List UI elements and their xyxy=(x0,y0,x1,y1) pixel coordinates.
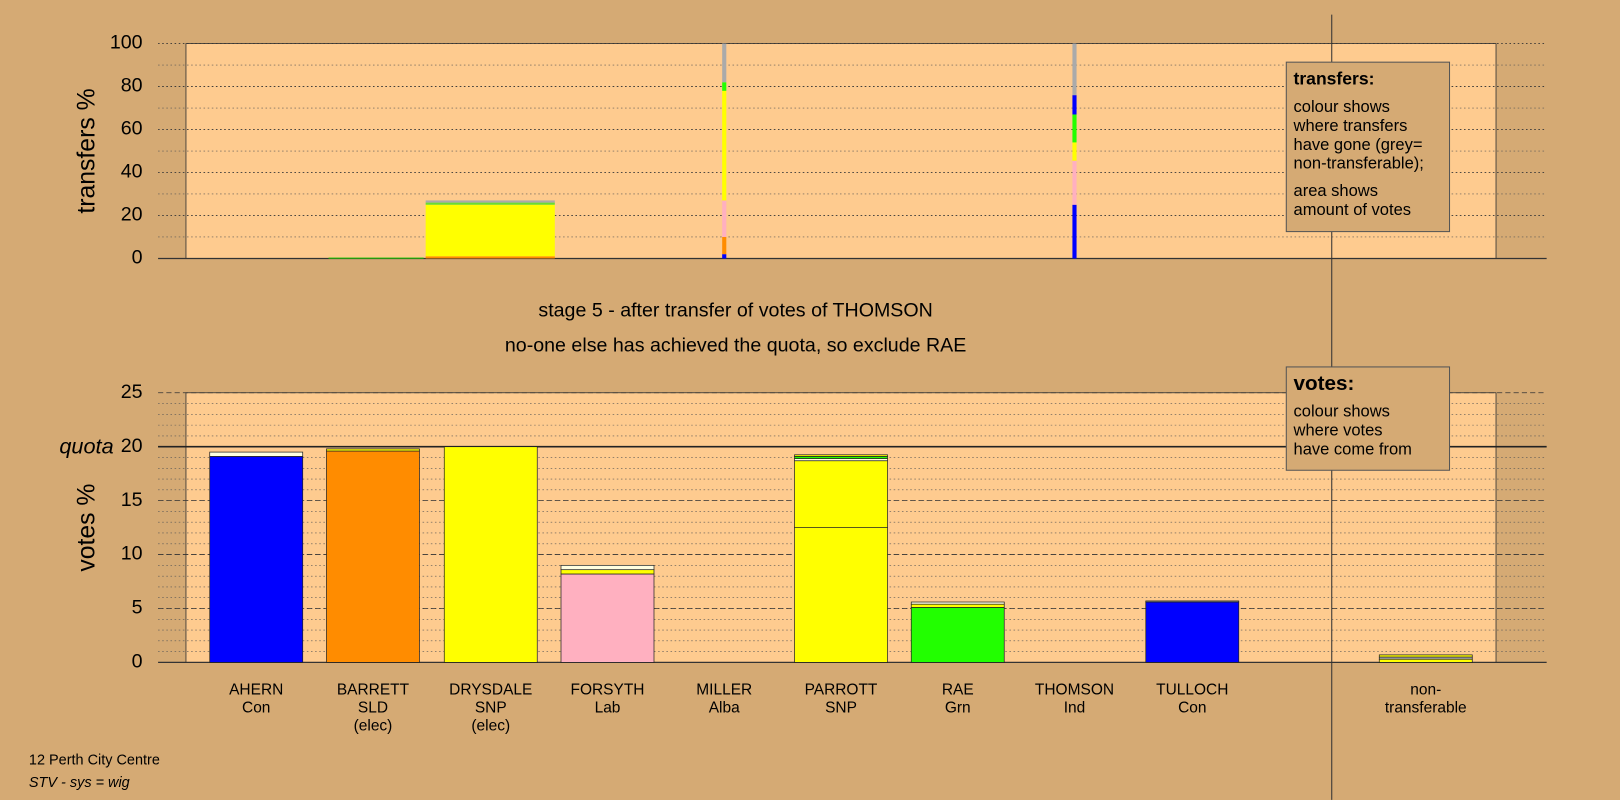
legend-text: colour shows xyxy=(1294,402,1390,421)
x-tick-label: Con xyxy=(242,699,270,716)
transfer-segment xyxy=(722,82,727,91)
y-tick-label: 10 xyxy=(121,543,143,565)
x-tick-label: MILLER xyxy=(696,681,752,698)
y-tick-label: 100 xyxy=(110,32,143,54)
vote-segment xyxy=(443,446,538,663)
legend-title: votes: xyxy=(1294,372,1355,395)
x-tick-label: SNP xyxy=(825,699,857,716)
vote-segment xyxy=(794,527,888,663)
x-tick-label: RAE xyxy=(942,681,974,698)
x-tick-label: PARROTT xyxy=(805,681,878,698)
x-tick-label: transferable xyxy=(1385,699,1467,716)
legend-text: colour shows xyxy=(1294,97,1390,116)
transfer-segment xyxy=(1072,114,1077,143)
x-tick-label: THOMSON xyxy=(1035,681,1114,698)
legend-box xyxy=(1285,61,1451,233)
transfer-segment xyxy=(722,200,727,237)
vote-segment xyxy=(794,454,888,457)
transfer-segment xyxy=(1072,43,1077,96)
vote-segment xyxy=(560,573,655,663)
x-tick-label: SNP xyxy=(475,699,507,716)
transfer-segment xyxy=(1072,160,1077,205)
y-tick-label: 0 xyxy=(132,247,143,269)
legend-title: transfers: xyxy=(1294,68,1375,88)
vote-segment xyxy=(1378,658,1473,663)
x-tick-label: Grn xyxy=(945,699,971,716)
footer-system: STV - sys = wig xyxy=(29,775,130,791)
x-tick-label: FORSYTH xyxy=(571,681,645,698)
vote-segment xyxy=(326,448,420,452)
x-tick-label: DRYSDALE xyxy=(449,681,532,698)
vote-segment xyxy=(326,450,420,663)
y-axis-title: votes % xyxy=(73,484,100,572)
y-tick-label: 5 xyxy=(132,597,143,619)
y-tick-label: 0 xyxy=(132,651,143,673)
transfer-segment xyxy=(722,236,727,255)
legend-text: have come from xyxy=(1294,440,1412,459)
vote-segment xyxy=(1145,600,1240,603)
x-tick-label: non- xyxy=(1410,681,1441,698)
vote-segment xyxy=(560,564,655,571)
vote-segment xyxy=(910,603,1005,608)
x-tick-label: (elec) xyxy=(354,718,393,735)
stage-title: stage 5 - after transfer of votes of THO… xyxy=(538,299,932,321)
transfer-segment xyxy=(425,200,555,203)
x-tick-label: Ind xyxy=(1064,699,1086,716)
vote-segment xyxy=(1378,654,1473,658)
vote-segment xyxy=(560,569,655,575)
y-tick-label: 40 xyxy=(121,161,143,183)
transfer-segment xyxy=(1072,204,1077,259)
y-tick-label: 15 xyxy=(121,489,143,511)
transfer-segment xyxy=(425,204,555,257)
transfer-segment xyxy=(328,257,424,259)
x-tick-label: Alba xyxy=(709,699,740,716)
vote-segment xyxy=(1145,601,1240,663)
vote-segment xyxy=(794,460,888,528)
x-tick-label: TULLOCH xyxy=(1156,681,1228,698)
x-tick-label: (elec) xyxy=(471,718,510,735)
vote-segment xyxy=(209,456,304,663)
vote-segment xyxy=(910,601,1005,605)
transfer-segment xyxy=(425,202,555,205)
legend-text: non-transferable); xyxy=(1294,154,1424,173)
quota-label: quota xyxy=(59,433,113,458)
x-tick-label: Lab xyxy=(595,699,621,716)
transfer-segment xyxy=(1072,95,1077,115)
legend-text: area shows xyxy=(1294,181,1378,200)
x-tick-label: Con xyxy=(1178,699,1206,716)
x-tick-label: BARRETT xyxy=(337,681,410,698)
transfer-segment xyxy=(722,43,727,83)
footer-place: 12 Perth City Centre xyxy=(29,752,160,768)
legend-text: amount of votes xyxy=(1294,200,1412,219)
legend-text: where transfers xyxy=(1293,116,1408,135)
transfer-segment xyxy=(425,256,555,259)
y-tick-label: 80 xyxy=(121,75,143,97)
y-tick-label: 25 xyxy=(121,381,143,403)
x-tick-label: AHERN xyxy=(229,681,283,698)
transfer-segment xyxy=(722,254,727,259)
legend-text: where votes xyxy=(1293,421,1383,440)
y-tick-label: 60 xyxy=(121,118,143,140)
stage-subtitle: no-one else has achieved the quota, so e… xyxy=(505,334,967,356)
vote-segment xyxy=(209,451,304,457)
y-axis-title: transfers % xyxy=(73,88,100,213)
y-tick-label: 20 xyxy=(121,435,143,457)
transfer-segment xyxy=(722,90,727,201)
transfer-segment xyxy=(1072,142,1077,161)
x-tick-label: SLD xyxy=(358,699,388,716)
vote-segment xyxy=(910,607,1005,663)
y-tick-label: 20 xyxy=(121,204,143,226)
legend-box xyxy=(1285,366,1451,471)
legend-text: have gone (grey= xyxy=(1294,135,1423,154)
